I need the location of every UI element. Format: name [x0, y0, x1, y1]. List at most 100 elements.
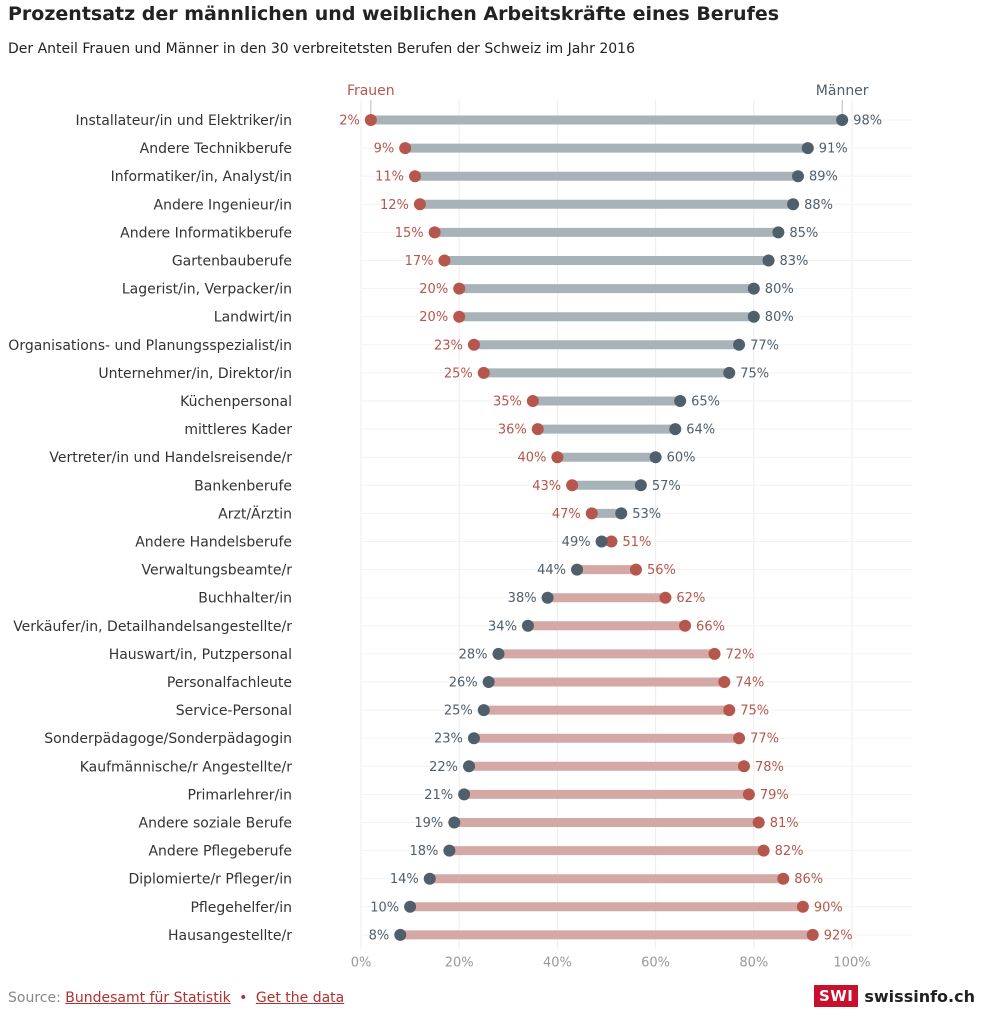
category-label: mittleres Kader — [184, 422, 292, 438]
get-data-link[interactable]: Get the data — [255, 990, 345, 1006]
women-value-label: 2% — [339, 114, 360, 129]
women-dot — [718, 676, 731, 688]
women-value-label: 23% — [434, 338, 463, 353]
men-dot — [634, 479, 647, 492]
men-value-label: 89% — [809, 170, 838, 185]
category-label: Informatiker/in, Analyst/in — [111, 169, 292, 185]
women-dot — [585, 507, 598, 520]
men-dot — [723, 366, 736, 379]
women-dot — [708, 647, 721, 660]
category-label: Andere Informatikberufe — [120, 225, 292, 241]
maenner-header-label: Männer — [816, 83, 869, 99]
women-value-label: 78% — [755, 760, 784, 775]
men-dot — [791, 170, 804, 183]
men-value-label: 85% — [789, 226, 818, 241]
source-link[interactable]: Bundesamt für Statistik — [65, 990, 231, 1006]
women-dot — [796, 900, 809, 913]
men-value-label: 34% — [488, 619, 517, 634]
swi-logo-box: SWI — [813, 985, 859, 1007]
men-value-label: 98% — [853, 114, 882, 129]
women-value-label: 90% — [814, 900, 843, 915]
men-dot — [649, 451, 662, 464]
men-value-label: 80% — [765, 282, 794, 297]
men-value-label: 91% — [819, 142, 848, 157]
men-dot — [521, 619, 534, 632]
category-label: Andere Handelsberufe — [135, 535, 292, 551]
women-value-label: 72% — [726, 647, 755, 662]
men-dot — [747, 310, 760, 323]
women-value-label: 81% — [770, 816, 799, 831]
men-value-label: 88% — [804, 198, 833, 213]
women-value-label: 77% — [750, 732, 779, 747]
men-value-label: 64% — [686, 423, 715, 438]
women-dot — [453, 310, 466, 323]
women-value-label: 79% — [760, 788, 789, 803]
men-value-label: 57% — [652, 479, 681, 494]
women-dot — [467, 338, 480, 351]
men-dot — [492, 647, 505, 660]
category-label: Primarlehrer/in — [188, 787, 293, 803]
men-dot — [463, 760, 476, 773]
women-dot — [659, 591, 672, 604]
women-dot — [566, 479, 579, 492]
men-dot — [423, 872, 436, 885]
women-value-label: 11% — [375, 170, 404, 185]
source-label: Source: — [8, 990, 61, 1006]
women-value-label: 75% — [740, 704, 769, 719]
category-label: Sonderpädagoge/Sonderpädagogin — [44, 731, 292, 747]
men-value-label: 80% — [765, 310, 794, 325]
women-dot — [806, 928, 819, 941]
category-label: Vertreter/in und Handelsreisende/r — [49, 450, 292, 466]
men-dot — [747, 282, 760, 295]
women-value-label: 86% — [794, 872, 823, 887]
men-value-label: 25% — [444, 704, 473, 719]
men-dot — [443, 844, 456, 857]
x-tick-label: 40% — [543, 955, 572, 970]
category-label: Arzt/Ärztin — [218, 504, 292, 522]
women-dot — [723, 704, 736, 717]
women-dot — [551, 451, 564, 464]
women-dot — [526, 395, 539, 407]
men-dot — [674, 395, 687, 407]
women-dot — [399, 142, 412, 155]
women-dot — [605, 535, 618, 548]
men-value-label: 18% — [409, 844, 438, 859]
frauen-header-label: Frauen — [347, 83, 395, 99]
women-dot — [757, 844, 770, 857]
women-value-label: 15% — [395, 226, 424, 241]
women-dot — [733, 732, 746, 745]
men-value-label: 77% — [750, 338, 779, 353]
women-dot — [413, 198, 426, 211]
men-value-label: 19% — [414, 816, 443, 831]
women-value-label: 43% — [532, 479, 561, 494]
footer: Source: Bundesamt für Statistik • Get th… — [8, 990, 344, 1006]
women-value-label: 62% — [676, 591, 705, 606]
category-label: Bankenberufe — [194, 478, 292, 494]
x-tick-label: 60% — [641, 955, 670, 970]
men-value-label: 23% — [434, 732, 463, 747]
chart-title: Prozentsatz der männlichen und weibliche… — [8, 3, 780, 25]
women-dot — [679, 619, 692, 632]
footer-separator: • — [239, 990, 248, 1006]
category-label: Verwaltungsbeamte/r — [142, 563, 293, 579]
category-label: Küchenpersonal — [180, 394, 292, 410]
category-label: Hauswart/in, Putzpersonal — [109, 647, 292, 663]
women-value-label: 25% — [444, 366, 473, 381]
women-value-label: 36% — [498, 423, 527, 438]
category-label: Andere Technikberufe — [140, 141, 292, 157]
men-value-label: 26% — [449, 676, 478, 691]
men-dot — [836, 114, 849, 126]
women-dot — [477, 366, 490, 379]
women-dot — [629, 563, 642, 576]
men-dot — [762, 254, 775, 267]
men-value-label: 83% — [780, 254, 809, 269]
men-dot — [615, 507, 628, 520]
men-dot — [482, 676, 495, 688]
women-dot — [364, 114, 377, 126]
men-value-label: 44% — [537, 563, 566, 578]
women-value-label: 20% — [419, 310, 448, 325]
category-label: Andere Pflegeberufe — [148, 844, 292, 860]
women-value-label: 9% — [374, 142, 395, 157]
men-value-label: 53% — [632, 507, 661, 522]
swissinfo-logo[interactable]: SWI swissinfo.ch — [813, 985, 975, 1007]
